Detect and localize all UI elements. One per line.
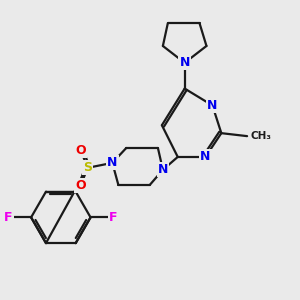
Text: N: N xyxy=(200,150,211,164)
Text: S: S xyxy=(83,161,92,174)
Text: F: F xyxy=(4,211,13,224)
Text: N: N xyxy=(179,56,190,69)
Text: F: F xyxy=(109,211,118,224)
Text: O: O xyxy=(75,179,86,192)
Text: CH₃: CH₃ xyxy=(250,131,271,141)
Text: N: N xyxy=(107,156,118,170)
Text: N: N xyxy=(207,99,218,112)
Text: N: N xyxy=(158,163,168,176)
Text: O: O xyxy=(75,143,86,157)
